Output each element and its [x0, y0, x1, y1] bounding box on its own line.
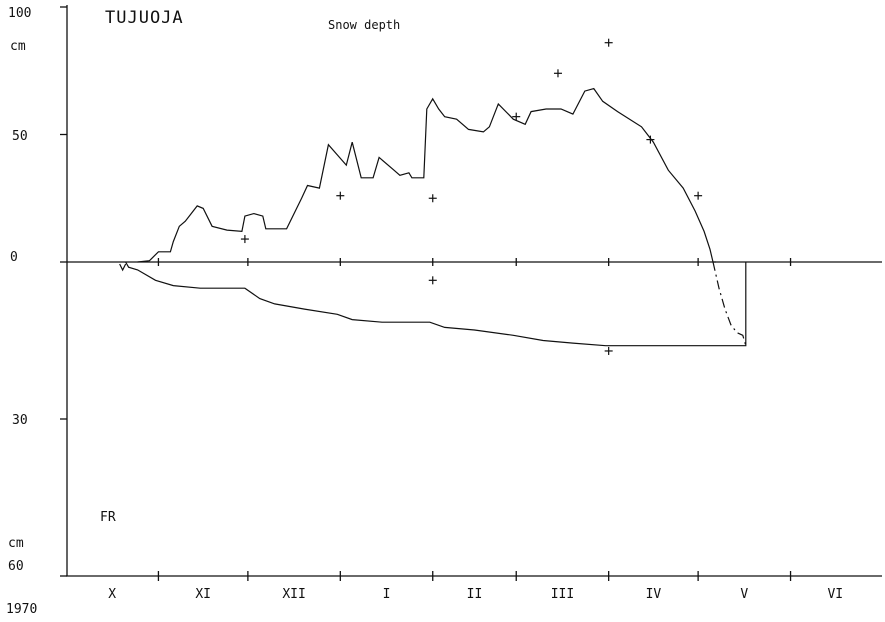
zero-marker — [119, 263, 127, 272]
lower-unit-label: cm — [8, 536, 24, 551]
month-label: IV — [646, 587, 662, 602]
snow-observation-point — [336, 191, 345, 200]
ticks — [60, 6, 792, 581]
month-label: I — [383, 587, 391, 602]
month-label: II — [467, 587, 483, 602]
year-label: 1970 — [6, 602, 37, 617]
month-label: VI — [827, 587, 843, 602]
observations-layer — [119, 38, 703, 355]
month-label: XII — [282, 587, 305, 602]
snow-observation-point — [553, 69, 562, 78]
snow-observation-point — [694, 191, 703, 200]
y-tick-label-upper-mid: 50 — [12, 129, 28, 144]
upper-unit-label: cm — [10, 39, 26, 54]
y-tick-label-zero: 0 — [10, 250, 18, 265]
y-tick-label-upper-max: 100 — [8, 6, 31, 21]
frost-observation-point — [428, 276, 437, 285]
frost-observation-point — [604, 346, 613, 355]
month-label: III — [551, 587, 574, 602]
lower-panel-label: FR — [100, 510, 116, 525]
month-label: X — [108, 587, 116, 602]
snow-observation-point — [512, 112, 521, 121]
chart-title: TUJUOJA — [105, 8, 184, 28]
chart-subtitle: Snow depth — [328, 18, 400, 32]
axes — [66, 5, 882, 577]
series-line-frost-depth-dashed — [712, 261, 747, 346]
y-tick-label-lower-max: 60 — [8, 559, 24, 574]
month-label: XI — [195, 587, 211, 602]
snow-observation-point — [240, 235, 249, 244]
series-line-frost-depth — [125, 261, 747, 347]
snow-observation-point — [604, 38, 613, 47]
series-line-snow-depth — [137, 87, 714, 263]
month-labels: X XI XII I II III IV V VI — [108, 587, 843, 602]
y-tick-label-lower-mid: 30 — [12, 413, 28, 428]
series-layer — [125, 87, 747, 347]
snow-observation-point — [646, 135, 655, 144]
month-label: V — [740, 587, 748, 602]
snow-observation-point — [428, 194, 437, 203]
